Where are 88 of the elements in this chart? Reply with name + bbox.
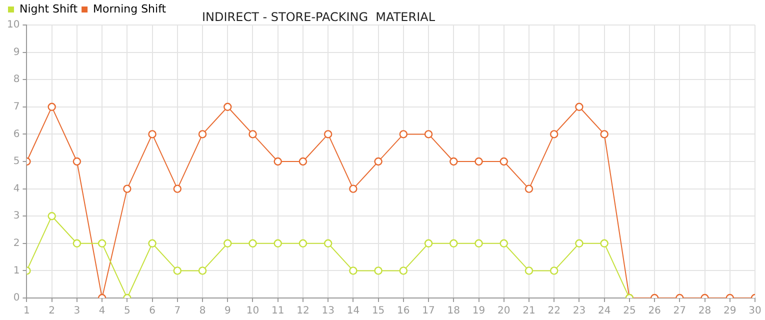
- legend-label: Morning Shift: [93, 2, 167, 16]
- point: [399, 266, 408, 275]
- y-tick-label: 4: [13, 183, 20, 194]
- point: [224, 102, 232, 111]
- point: [248, 239, 257, 248]
- x-tick-label: 2: [48, 306, 56, 317]
- point: [550, 266, 558, 275]
- x-tick-label: 10: [246, 306, 260, 317]
- point: [48, 102, 56, 111]
- point: [575, 102, 584, 111]
- x-tick-label: 4: [98, 306, 106, 317]
- point: [298, 157, 308, 166]
- x-tick-label: 11: [271, 306, 284, 317]
- point: [173, 266, 182, 275]
- x-tick-label: 3: [74, 306, 80, 317]
- y-tick-label: 6: [13, 128, 20, 140]
- x-tick-label: 19: [472, 306, 486, 317]
- x-tick-label: 27: [673, 306, 686, 317]
- point: [450, 157, 458, 166]
- point: [524, 184, 534, 193]
- point: [575, 239, 584, 248]
- x-tick-label: 25: [623, 306, 636, 317]
- x-tick-label: 12: [296, 306, 310, 317]
- point: [148, 130, 156, 138]
- y-tick-label: 5: [13, 156, 20, 168]
- point: [500, 157, 508, 166]
- point: [600, 130, 608, 138]
- point: [72, 157, 82, 166]
- y-tick-label: 0: [13, 292, 20, 304]
- point: [349, 184, 358, 193]
- y-tick-label: 1: [13, 265, 20, 276]
- point: [48, 212, 56, 220]
- point: [600, 239, 608, 248]
- point: [500, 239, 508, 248]
- point: [374, 157, 382, 166]
- legend-label: Night Shift: [20, 2, 78, 16]
- x-tick-label: 9: [224, 306, 231, 317]
- x-tick-label: 18: [447, 306, 460, 317]
- point: [123, 184, 132, 193]
- x-tick-label: 1: [24, 306, 30, 317]
- point: [399, 130, 408, 138]
- x-tick-label: 14: [346, 306, 360, 317]
- y-tick-label: 3: [13, 210, 20, 222]
- point: [424, 239, 433, 248]
- point: [374, 266, 382, 275]
- point: [349, 266, 358, 275]
- x-tick-label: 30: [748, 306, 762, 317]
- point: [72, 239, 82, 248]
- point: [298, 239, 308, 248]
- y-tick-label: 2: [13, 238, 20, 249]
- point: [198, 266, 207, 275]
- point: [550, 130, 558, 138]
- x-tick-label: 16: [397, 306, 410, 317]
- point: [248, 130, 257, 138]
- y-tick-label: 8: [13, 74, 20, 86]
- point: [274, 157, 282, 166]
- x-tick-label: 26: [648, 306, 661, 317]
- point: [173, 184, 182, 193]
- x-tick-label: 15: [372, 306, 385, 317]
- x-tick-label: 6: [149, 306, 156, 317]
- point: [274, 239, 282, 248]
- point: [450, 239, 458, 248]
- x-tick-label: 8: [199, 306, 206, 317]
- x-tick-label: 29: [724, 306, 736, 317]
- x-tick-label: 13: [322, 306, 334, 317]
- x-tick-label: 7: [174, 306, 181, 317]
- point: [198, 130, 207, 138]
- x-tick-label: 5: [124, 306, 130, 317]
- point: [98, 239, 106, 248]
- y-tick-label: 9: [13, 46, 20, 58]
- x-tick-label: 17: [422, 306, 435, 317]
- y-tick-label: 7: [13, 101, 20, 112]
- x-tick-label: 20: [498, 306, 510, 317]
- point: [148, 239, 156, 248]
- point: [524, 266, 534, 275]
- point: [424, 130, 433, 138]
- chart-title: INDIRECT - STORE-PACKING MATERIAL: [202, 10, 435, 24]
- point: [324, 130, 332, 138]
- x-tick-label: 21: [522, 306, 536, 317]
- x-tick-label: 28: [698, 306, 712, 317]
- x-tick-label: 23: [572, 306, 586, 317]
- x-tick-label: 24: [598, 306, 611, 317]
- point: [324, 239, 332, 248]
- point: [474, 157, 483, 166]
- y-tick-label: 10: [6, 20, 20, 31]
- x-tick-label: 22: [548, 306, 560, 317]
- point: [224, 239, 232, 248]
- point: [474, 239, 483, 248]
